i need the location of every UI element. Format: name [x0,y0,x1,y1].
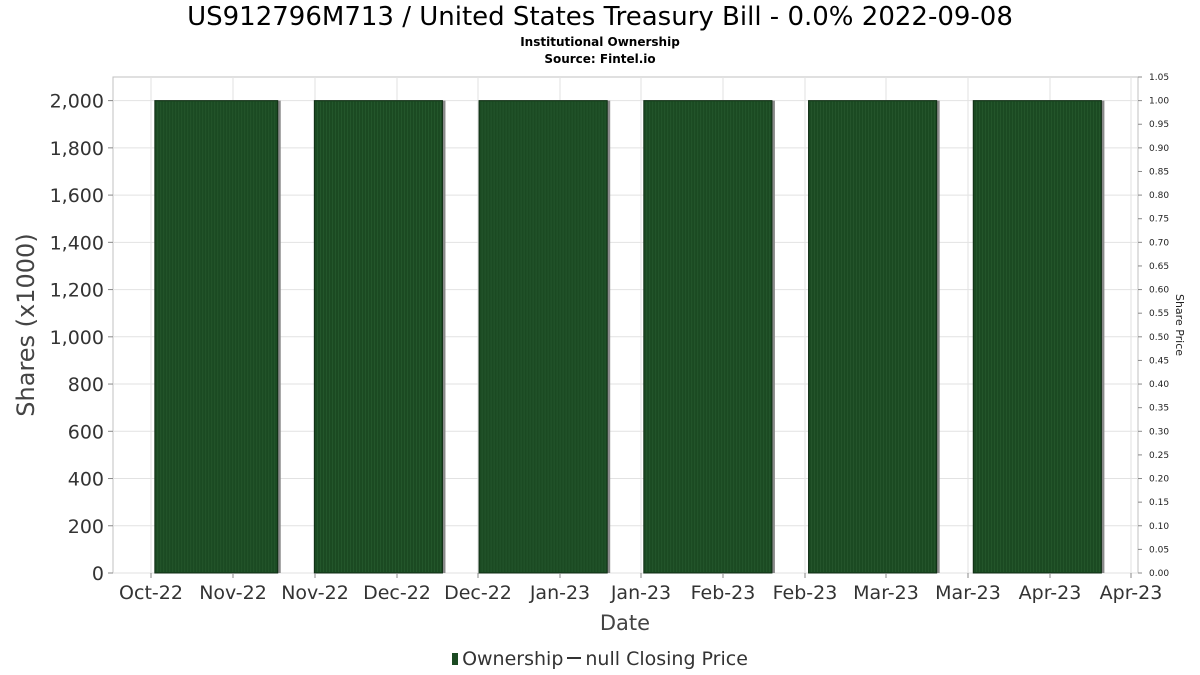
x-tick-label: Apr-23 [1100,582,1163,604]
y2-tick-label: 0.00 [1149,569,1169,579]
y-tick-label: 1,200 [50,280,104,302]
y2-tick-label: 0.85 [1149,167,1169,177]
y-tick-label: 800 [68,374,104,396]
y2-tick-label: 0.95 [1149,120,1169,130]
y2-tick-label: 0.70 [1149,238,1169,248]
y-tick-label: 1,800 [50,138,104,160]
chart-legend: Ownership null Closing Price [0,648,1200,670]
y2-tick-label: 0.65 [1149,262,1169,272]
y2-tick-label: 1.00 [1149,97,1169,107]
x-tick-label: Jan-23 [610,582,671,604]
y2-tick-label: 0.50 [1149,333,1169,343]
y-tick-label: 1,400 [50,232,104,254]
x-axis-label: Date [600,611,650,635]
ownership-bar [643,100,773,574]
y2-tick-label: 0.60 [1149,286,1169,296]
y2-tick-label: 0.75 [1149,215,1169,225]
y2-tick-label: 0.05 [1149,545,1169,555]
y2-tick-label: 0.15 [1149,498,1169,508]
y2-tick-label: 0.80 [1149,191,1169,201]
x-tick-label: Nov-22 [199,582,267,604]
x-tick-label: Jan-23 [529,582,590,604]
legend-ownership-label: Ownership [462,648,564,670]
x-tick-label: Mar-23 [935,582,1001,604]
x-tick-label: Feb-23 [691,582,756,604]
y2-tick-label: 0.25 [1149,451,1169,461]
y2-tick-label: 0.20 [1149,475,1169,485]
x-tick-label: Apr-23 [1019,582,1082,604]
y2-tick-label: 0.45 [1149,356,1169,366]
chart-source: Source: Fintel.io [544,52,656,66]
y-axis-label: Shares (x1000) [12,233,40,416]
ownership-bar [478,100,608,574]
x-tick-label: Dec-22 [363,582,431,604]
y-tick-label: 600 [68,421,104,443]
y2-tick-label: 0.35 [1149,404,1169,414]
y-tick-label: 0 [92,563,104,585]
legend-price-label: null Closing Price [585,648,748,670]
ownership-bar [972,100,1102,574]
ownership-bar [313,100,443,574]
chart-title: US912796M713 / United States Treasury Bi… [187,2,1013,32]
y-tick-label: 1,000 [50,327,104,349]
ownership-bars [154,100,1105,574]
ownership-swatch-icon [452,653,459,665]
plot-frame [112,76,1139,574]
y-tick-label: 2,000 [50,91,104,113]
y2-tick-label: 0.90 [1149,144,1169,154]
x-tick-label: Dec-22 [444,582,512,604]
chart-subtitle: Institutional Ownership [520,35,680,49]
y2-axis-label: Share Price [1173,294,1186,356]
y2-tick-label: 0.40 [1149,380,1169,390]
y2-tick-label: 0.10 [1149,522,1169,532]
x-tick-label: Nov-22 [281,582,349,604]
ownership-bar [154,100,279,574]
y-tick-label: 200 [68,516,104,538]
ownership-bar [808,100,938,574]
y2-tick-label: 1.05 [1149,73,1169,83]
y2-tick-label: 0.30 [1149,427,1169,437]
x-tick-label: Feb-23 [773,582,838,604]
price-line-icon [567,657,582,659]
y-tick-label: 1,600 [50,185,104,207]
x-tick-label: Mar-23 [853,582,919,604]
y-tick-label: 400 [68,469,104,491]
y2-tick-label: 0.55 [1149,309,1169,319]
x-tick-label: Oct-22 [119,582,183,604]
axes: 0 200 400 600 800 1,000 1,200 1,400 1,600 1,800 2,… [50,73,1170,604]
